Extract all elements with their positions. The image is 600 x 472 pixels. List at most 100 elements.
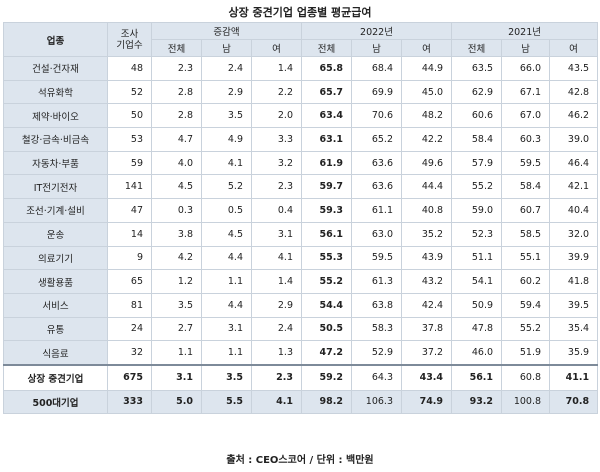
row-sector-name: 서비스 (3, 292, 108, 318)
cell-chg-m: 3.5 (201, 363, 252, 391)
cell-chg-f: 2.2 (251, 79, 302, 105)
cell-y21-f: 46.2 (549, 103, 599, 129)
cell-y22-t: 59.3 (301, 198, 352, 223)
cell-y21-f: 42.8 (549, 79, 599, 105)
row-sector-name: 의료기기 (3, 245, 108, 271)
cell-chg-f: 2.4 (251, 316, 302, 342)
cell-chg-f: 2.9 (251, 292, 302, 318)
cell-chg-m: 4.9 (201, 127, 252, 152)
row-sector-name: 철강·금속·비금속 (3, 127, 108, 152)
cell-y22-m: 61.1 (351, 198, 402, 223)
header-2021-female: 여 (549, 39, 599, 57)
cell-chg-t: 2.8 (151, 103, 202, 129)
header-2021-male: 남 (501, 39, 551, 57)
cell-count: 24 (107, 316, 152, 342)
table-body: 건설·건자재 48 2.3 2.4 1.4 65.8 68.4 44.9 63.5 66.0 43.… (3, 56, 599, 414)
cell-y21-t: 63.5 (451, 56, 503, 81)
cell-y22-t: 63.4 (301, 103, 352, 129)
source-note: 출처 : CEO스코어 / 단위 : 백만원 (226, 455, 374, 466)
cell-chg-m: 4.1 (201, 150, 252, 176)
cell-chg-f: 1.3 (251, 340, 302, 366)
cell-y21-t: 50.9 (451, 292, 503, 318)
cell-chg-m: 0.5 (201, 198, 252, 223)
cell-y21-m: 59.4 (501, 292, 551, 318)
row-sector-name: 제약·바이오 (3, 103, 108, 129)
cell-y21-f: 39.0 (549, 127, 599, 152)
cell-chg-t: 5.0 (151, 389, 202, 414)
cell-y21-f: 70.8 (549, 389, 599, 414)
cell-y22-m: 69.9 (351, 79, 402, 105)
cell-chg-t: 3.8 (151, 221, 202, 247)
table-row: 의료기기 9 4.2 4.4 4.1 55.3 59.5 43.9 51.1 55.1 39.9 (3, 245, 599, 271)
cell-y22-t: 56.1 (301, 221, 352, 247)
cell-chg-f: 0.4 (251, 198, 302, 223)
row-sector-name: 식음료 (3, 340, 108, 366)
cell-y22-t: 59.7 (301, 174, 352, 200)
cell-y21-t: 59.0 (451, 198, 503, 223)
cell-y21-f: 46.4 (549, 150, 599, 176)
table-row: 석유화학 52 2.8 2.9 2.2 65.7 69.9 45.0 62.9 67.1 42.8 (3, 79, 599, 105)
row-sector-name: 건설·건자재 (3, 56, 108, 81)
header-2021: 2021년 (451, 22, 599, 40)
cell-count: 141 (107, 174, 152, 200)
cell-chg-m: 4.4 (201, 292, 252, 318)
cell-y21-m: 58.5 (501, 221, 551, 247)
cell-chg-m: 1.1 (201, 340, 252, 366)
cell-y21-t: 52.3 (451, 221, 503, 247)
cell-y21-m: 66.0 (501, 56, 551, 81)
cell-y22-m: 70.6 (351, 103, 402, 129)
cell-y21-t: 51.1 (451, 245, 503, 271)
cell-y21-f: 40.4 (549, 198, 599, 223)
cell-chg-m: 3.5 (201, 103, 252, 129)
cell-y22-f: 40.8 (400, 198, 453, 223)
salary-table: 업종 조사 기업수 증감액 2022년 2021년 전체 남 여 전체 남 여 … (3, 22, 599, 414)
header-2022: 2022년 (300, 22, 453, 40)
cell-y22-f: 37.2 (400, 340, 453, 366)
header-change-total: 전체 (151, 39, 202, 57)
cell-y21-t: 54.1 (451, 269, 503, 294)
row-sector-name: IT전기전자 (3, 174, 108, 200)
cell-y21-m: 100.8 (501, 389, 551, 414)
cell-y22-m: 63.6 (351, 150, 402, 176)
cell-y22-f: 42.4 (400, 292, 453, 318)
cell-y22-f: 43.9 (400, 245, 453, 271)
cell-y21-t: 47.8 (451, 316, 503, 342)
cell-count: 52 (107, 79, 152, 105)
row-sector-name: 조선·기계·설비 (3, 198, 108, 223)
cell-chg-m: 2.9 (201, 79, 252, 105)
cell-chg-f: 4.1 (251, 245, 302, 271)
cell-y21-f: 35.9 (549, 340, 599, 366)
cell-y22-f: 37.8 (400, 316, 453, 342)
cell-y21-f: 42.1 (549, 174, 599, 200)
cell-y21-f: 41.1 (549, 363, 599, 391)
cell-y22-m: 52.9 (351, 340, 402, 366)
cell-y22-f: 44.4 (400, 174, 453, 200)
cell-count: 81 (107, 292, 152, 318)
table-row: 운송 14 3.8 4.5 3.1 56.1 63.0 35.2 52.3 58.5 32.0 (3, 221, 599, 247)
cell-y21-t: 58.4 (451, 127, 503, 152)
cell-y22-m: 61.3 (351, 269, 402, 294)
cell-chg-m: 4.4 (201, 245, 252, 271)
cell-y22-f: 42.2 (400, 127, 453, 152)
cell-y22-m: 106.3 (351, 389, 402, 414)
cell-count: 675 (107, 363, 152, 391)
cell-chg-t: 1.1 (151, 340, 202, 366)
header-sector: 업종 (3, 22, 108, 57)
cell-y21-m: 59.5 (501, 150, 551, 176)
cell-y21-f: 39.5 (549, 292, 599, 318)
cell-y21-m: 60.8 (501, 363, 551, 391)
cell-y21-t: 55.2 (451, 174, 503, 200)
header-2022-female: 여 (400, 39, 453, 57)
cell-chg-t: 4.7 (151, 127, 202, 152)
cell-y21-m: 67.1 (501, 79, 551, 105)
cell-y22-t: 59.2 (301, 363, 352, 391)
cell-y22-t: 65.7 (301, 79, 352, 105)
table-row: 조선·기계·설비 47 0.3 0.5 0.4 59.3 61.1 40.8 59.0 60.7 4… (3, 198, 599, 223)
cell-y22-t: 47.2 (301, 340, 352, 366)
table-row: 자동차·부품 59 4.0 4.1 3.2 61.9 63.6 49.6 57.9 59.5 46.… (3, 150, 599, 176)
cell-y21-m: 58.4 (501, 174, 551, 200)
table-row: 유통 24 2.7 3.1 2.4 50.5 58.3 37.8 47.8 55.2 35.4 (3, 316, 599, 342)
cell-y22-t: 98.2 (301, 389, 352, 414)
cell-y22-m: 68.4 (351, 56, 402, 81)
